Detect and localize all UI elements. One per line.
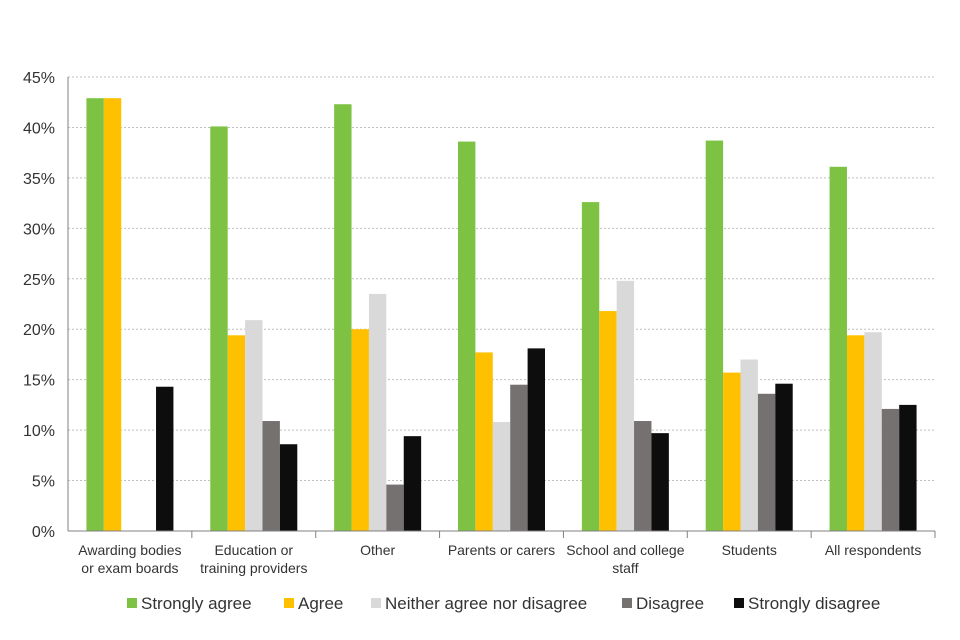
bar-disagree (881, 408, 900, 531)
y-tick-label: 15% (23, 373, 55, 390)
bar-agree (103, 98, 122, 531)
bar-agree (227, 335, 246, 531)
bar-strongly-agree (210, 126, 228, 531)
bar-strongly-agree (86, 98, 104, 531)
legend-swatch (284, 598, 294, 608)
legend-swatch (734, 598, 744, 608)
bar-agree (723, 372, 741, 531)
bar-disagree (757, 393, 776, 531)
bar-strongly-disagree (279, 444, 298, 531)
bar-strongly-disagree (156, 386, 174, 531)
y-axis: 0% 5% 10% 15% 20% 25% 30% 35% 40% 45% (23, 70, 69, 541)
bar-strongly-disagree (651, 433, 669, 531)
legend-label: Strongly agree (141, 594, 252, 613)
bar-neither-agree-nor-disagree (492, 422, 511, 531)
category-label: Students (722, 542, 777, 558)
y-tick-label: 35% (23, 171, 55, 188)
bar-strongly-disagree (775, 383, 793, 531)
bar-neither-agree-nor-disagree (616, 280, 635, 531)
bar-agree (351, 329, 369, 531)
category-label: All respondents (825, 542, 922, 558)
y-tick-label: 20% (23, 322, 55, 339)
bar-neither-agree-nor-disagree (245, 320, 263, 531)
bar-strongly-disagree (899, 404, 917, 531)
bar-strongly-agree (581, 202, 600, 531)
category-label: training providers (200, 560, 307, 576)
legend-label: Strongly disagree (748, 594, 880, 613)
legend-swatch (127, 598, 137, 608)
y-tick-label: 30% (23, 221, 55, 238)
legend-label: Agree (298, 594, 343, 613)
bar-strongly-disagree (403, 436, 422, 531)
x-axis: Awarding bodies or exam boards Education o… (68, 530, 936, 576)
category-label: or exam boards (81, 560, 178, 576)
bar-agree (475, 352, 493, 531)
category-label: Education or (214, 542, 293, 558)
y-tick-label: 10% (23, 423, 55, 440)
legend-swatch (371, 598, 381, 608)
bar-agree (599, 311, 617, 531)
gridlines (68, 76, 935, 482)
y-tick-label: 40% (23, 120, 55, 137)
y-tick-label: 45% (23, 70, 55, 87)
bar-agree (846, 335, 865, 531)
bar-disagree (634, 421, 652, 531)
legend-swatch (622, 598, 632, 608)
bar-strongly-disagree (527, 348, 545, 531)
bar-strongly-agree (458, 141, 476, 531)
y-tick-label: 25% (23, 272, 55, 289)
bar-neither-agree-nor-disagree (368, 293, 387, 531)
y-tick-label: 0% (32, 524, 55, 541)
bar-disagree (386, 484, 404, 531)
category-label: Other (360, 542, 395, 558)
category-label: staff (612, 560, 638, 576)
legend-label: Disagree (636, 594, 704, 613)
y-tick-label: 5% (32, 474, 55, 491)
legend: Strongly agree Agree Neither agree nor dis… (127, 594, 880, 613)
category-label: Parents or carers (448, 542, 555, 558)
bar-strongly-agree (829, 166, 847, 532)
category-label: School and college (566, 542, 685, 558)
legend-label: Neither agree nor disagree (385, 594, 587, 613)
bar-neither-agree-nor-disagree (864, 332, 882, 531)
category-label: Awarding bodies (78, 542, 181, 558)
bar-strongly-agree (334, 104, 352, 532)
bar-neither-agree-nor-disagree (740, 359, 758, 531)
bar-disagree (262, 421, 280, 531)
bar-strongly-agree (705, 140, 724, 531)
bar-disagree (510, 384, 528, 531)
bars (86, 98, 917, 532)
